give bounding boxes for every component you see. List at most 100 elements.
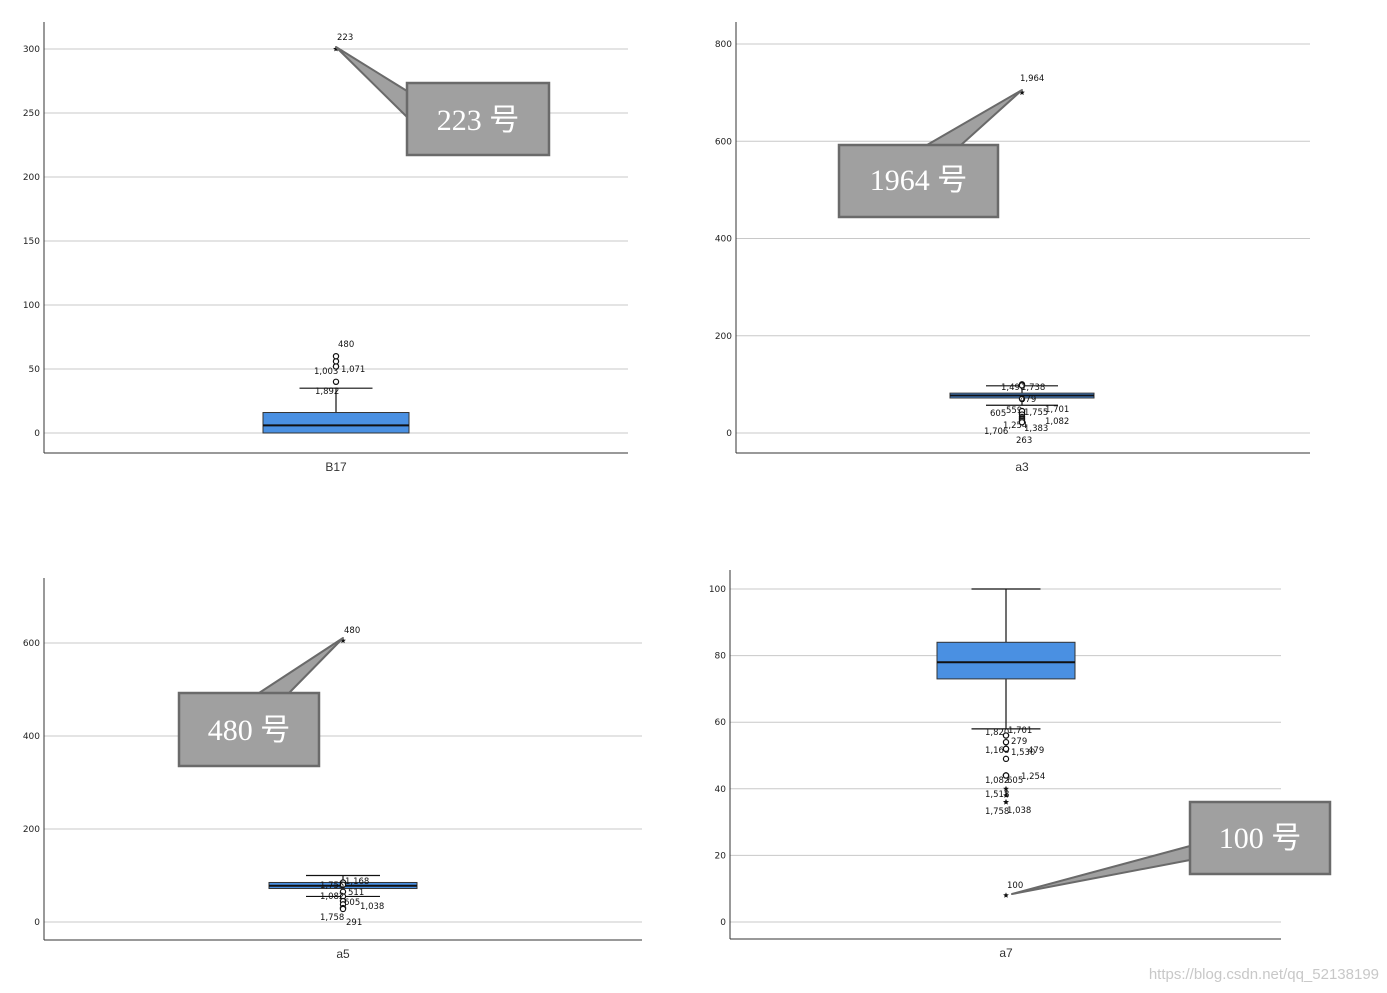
outlier-point xyxy=(1002,745,1010,753)
x-axis-label: a3 xyxy=(1015,460,1029,474)
watermark: https://blog.csdn.net/qq_52138199 xyxy=(1148,966,1379,983)
outlier-point xyxy=(339,881,347,889)
x-axis-label: a5 xyxy=(336,947,350,961)
y-tick-label: 100 xyxy=(709,585,726,595)
outlier-label: 479 xyxy=(1028,746,1044,756)
extreme-point xyxy=(1019,89,1025,96)
callout-label: 1964 号 xyxy=(870,164,968,197)
outlier-label: 1,964 xyxy=(1020,74,1044,84)
extreme-point xyxy=(1003,785,1009,792)
outlier-label: 559 xyxy=(1006,406,1022,416)
callout-pointer xyxy=(258,637,344,694)
outlier-label: 1,168 xyxy=(345,877,369,887)
callout-box xyxy=(405,81,551,157)
callout-label: 480 号 xyxy=(208,714,291,747)
outlier-label: 605 xyxy=(990,409,1006,419)
outlier-point xyxy=(332,358,340,365)
outlier-label: 1,003 xyxy=(314,367,338,377)
y-tick-label: 0 xyxy=(720,918,726,928)
callout-box xyxy=(177,691,321,768)
outlier-point xyxy=(1002,738,1010,746)
y-tick-label: 800 xyxy=(715,40,732,50)
outlier-label: 1,820 xyxy=(985,728,1009,738)
outlier-label: 1,706 xyxy=(984,427,1008,437)
outlier-label: 1,701 xyxy=(1045,405,1069,415)
outlier-label: 605 xyxy=(344,898,360,908)
y-tick-label: 600 xyxy=(23,639,40,649)
y-tick-label: 0 xyxy=(34,918,40,928)
outlier-label: 479 xyxy=(1020,395,1036,405)
outlier-point xyxy=(1018,419,1026,426)
y-tick-label: 80 xyxy=(715,652,727,662)
extreme-point xyxy=(1003,892,1009,898)
outlier-label: 1,530 xyxy=(1011,748,1035,758)
y-tick-label: 0 xyxy=(34,429,40,439)
outlier-label: 1,254 xyxy=(1021,772,1045,782)
callout-box xyxy=(837,143,1000,219)
callout-pointer xyxy=(1011,845,1191,895)
extreme-point xyxy=(340,637,346,644)
x-axis-label: B17 xyxy=(325,460,347,474)
outlier-label: 511 xyxy=(348,888,364,898)
outlier-point xyxy=(1018,395,1026,403)
outlier-label: 1,738 xyxy=(1021,383,1045,393)
callout-box xyxy=(1188,800,1332,876)
outlier-point xyxy=(1002,772,1010,779)
outlier-label: 1,038 xyxy=(1007,806,1031,816)
outlier-point xyxy=(339,905,347,913)
y-tick-label: 400 xyxy=(715,235,732,245)
outlier-label: 1,511 xyxy=(985,790,1009,800)
outlier-label: 1,082 xyxy=(985,776,1009,786)
y-tick-label: 40 xyxy=(715,785,727,795)
outlier-label: 8 xyxy=(1004,790,1009,800)
y-tick-label: 300 xyxy=(23,45,40,55)
y-tick-label: 150 xyxy=(23,237,40,247)
y-tick-label: 0 xyxy=(726,429,732,439)
callout-pointer xyxy=(926,89,1023,146)
outlier-label: 1,082 xyxy=(1045,417,1069,427)
y-tick-label: 400 xyxy=(23,732,40,742)
outlier-label: 1,758 xyxy=(320,913,344,923)
box-iqr xyxy=(936,641,1076,680)
outlier-point xyxy=(1002,755,1010,763)
outlier-label: 480 xyxy=(338,340,354,350)
callout-pointer xyxy=(335,46,408,118)
outlier-point xyxy=(332,353,340,360)
y-tick-label: 200 xyxy=(715,332,732,342)
outlier-label: 480 xyxy=(344,626,360,636)
outlier-label: 1,701 xyxy=(1008,726,1032,736)
outlier-label: 223 xyxy=(337,33,353,43)
outlier-label: 1,168 xyxy=(985,746,1009,756)
outlier-label: 1,892 xyxy=(315,387,339,397)
outlier-label: 263 xyxy=(1016,436,1032,446)
x-axis-label: a7 xyxy=(999,946,1013,960)
outlier-label: 279 xyxy=(1011,737,1027,747)
extreme-point xyxy=(1003,792,1009,798)
extreme-point xyxy=(333,46,339,52)
outlier-point xyxy=(332,378,340,385)
outlier-point xyxy=(332,363,340,370)
outlier-point xyxy=(1018,382,1026,389)
y-tick-label: 50 xyxy=(29,365,41,375)
outlier-label: 291 xyxy=(346,918,362,928)
extreme-point xyxy=(1003,799,1009,805)
y-tick-label: 20 xyxy=(715,851,727,861)
outlier-label: 1,071 xyxy=(341,365,365,375)
y-tick-label: 100 xyxy=(23,301,40,311)
box-iqr xyxy=(262,412,410,434)
y-tick-label: 200 xyxy=(23,173,40,183)
outlier-label: 1,758 xyxy=(985,807,1009,817)
y-tick-label: 200 xyxy=(23,825,40,835)
y-tick-label: 250 xyxy=(23,109,40,119)
outlier-label: 1,082 xyxy=(320,892,344,902)
outlier-point xyxy=(1002,732,1010,739)
callout-label: 223 号 xyxy=(437,104,520,137)
outlier-label: 1,383 xyxy=(1024,424,1048,434)
outlier-label: 100 xyxy=(1007,881,1023,891)
callout-label: 100 号 xyxy=(1219,822,1302,855)
y-tick-label: 60 xyxy=(715,718,727,728)
outlier-label: 1,490 xyxy=(1001,383,1025,393)
outlier-label: 1,254 xyxy=(1003,421,1027,431)
outlier-label: 1,755 xyxy=(1024,408,1048,418)
